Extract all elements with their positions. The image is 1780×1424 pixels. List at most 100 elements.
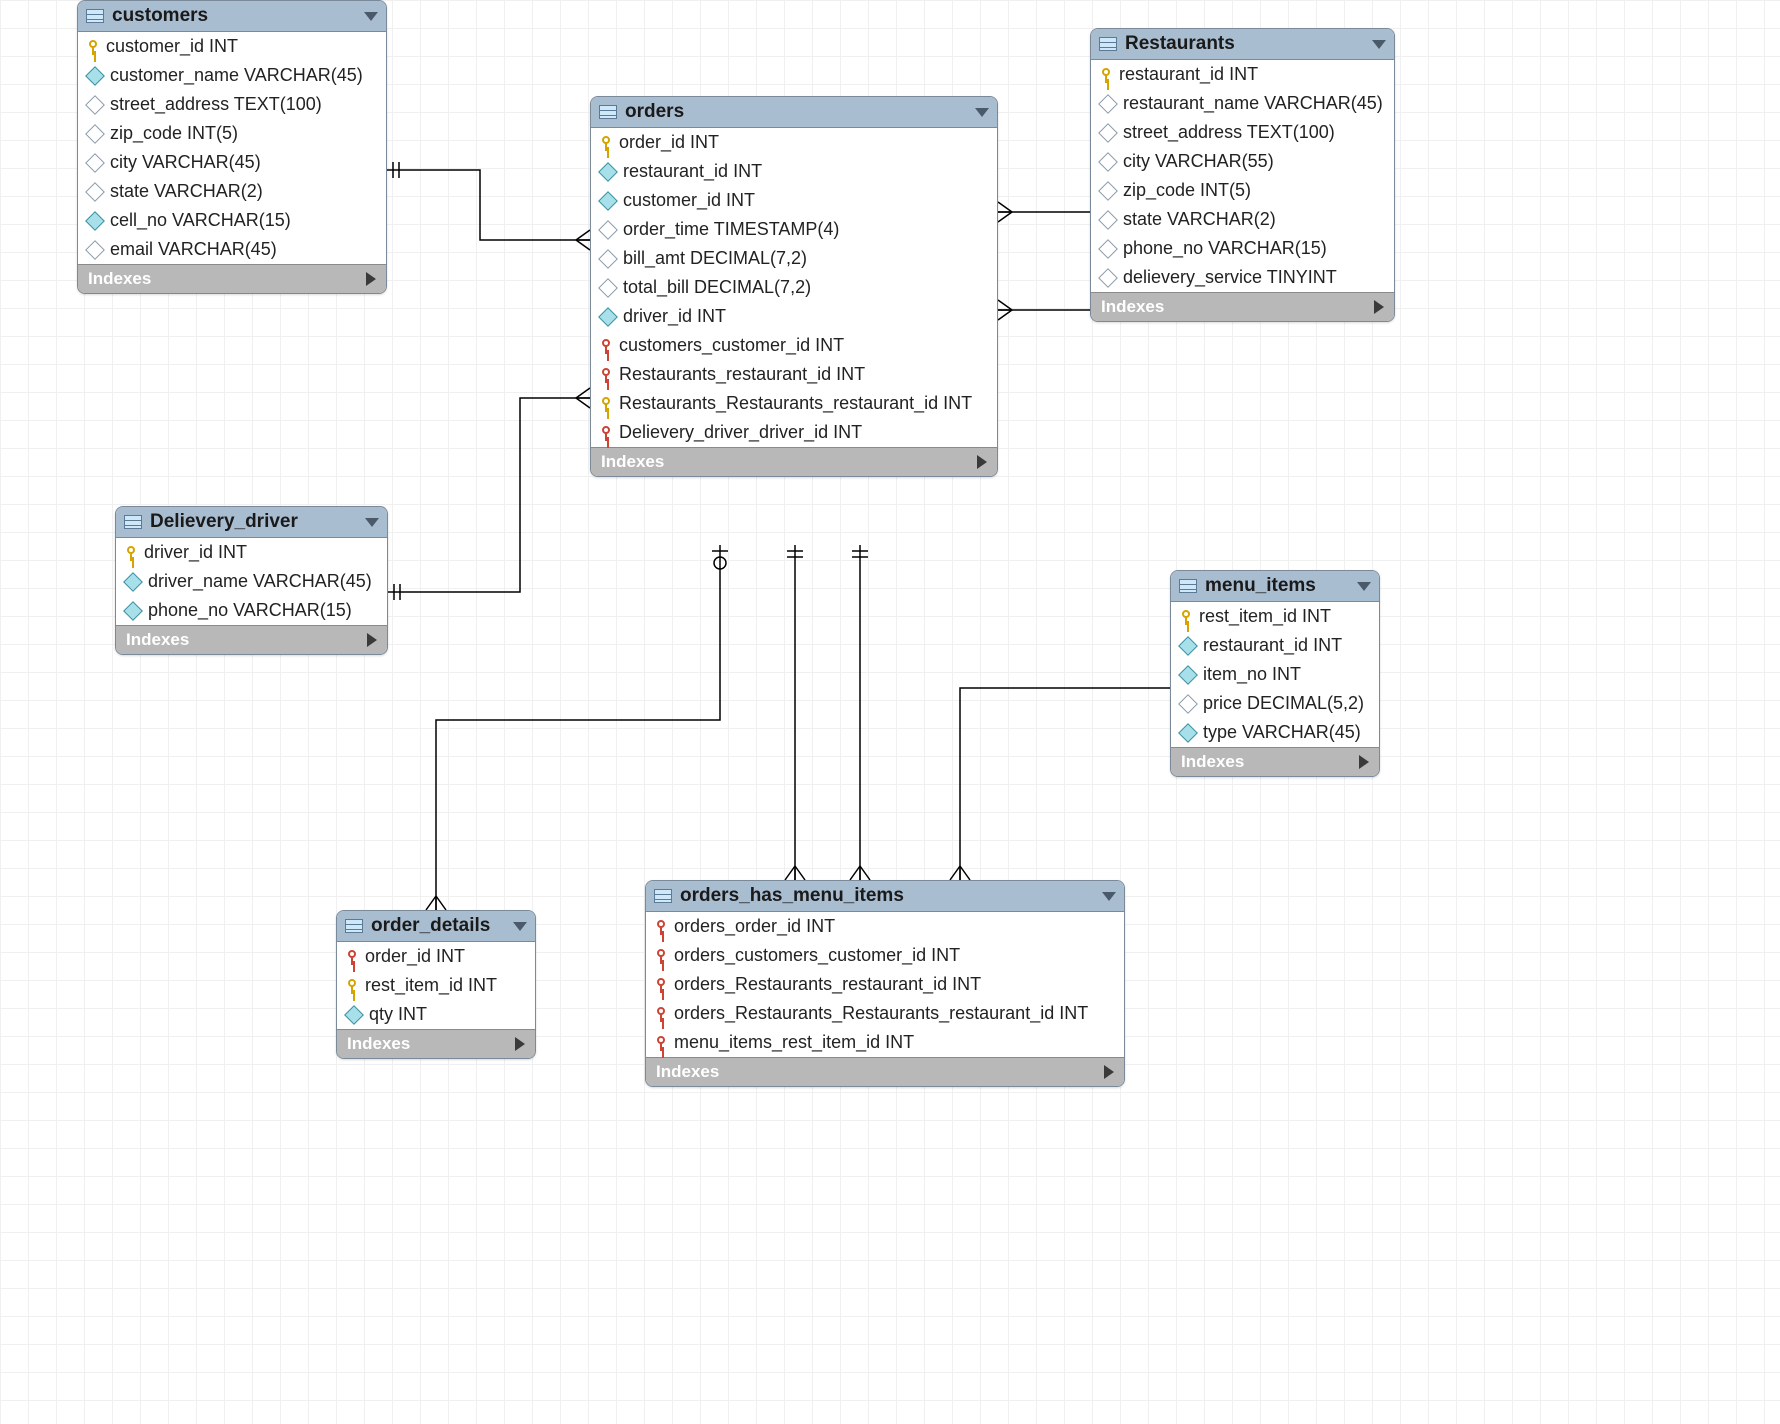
column-label: zip_code INT(5) — [1123, 180, 1251, 201]
indexes-section[interactable]: Indexes — [1171, 747, 1379, 776]
orders-to-ohmi-1 — [785, 545, 805, 880]
column-row[interactable]: rest_item_id INT — [337, 971, 535, 1000]
indexes-section[interactable]: Indexes — [116, 625, 387, 654]
column-row[interactable]: Restaurants_Restaurants_restaurant_id IN… — [591, 389, 997, 418]
collapse-icon[interactable] — [365, 518, 379, 527]
column-row[interactable]: menu_items_rest_item_id INT — [646, 1028, 1124, 1057]
collapse-icon[interactable] — [975, 108, 989, 117]
expand-icon[interactable] — [1374, 300, 1384, 314]
column-row[interactable]: qty INT — [337, 1000, 535, 1029]
column-row[interactable]: driver_id INT — [591, 302, 997, 331]
expand-icon[interactable] — [1359, 755, 1369, 769]
expand-icon[interactable] — [366, 272, 376, 286]
column-row[interactable]: order_time TIMESTAMP(4) — [591, 215, 997, 244]
column-row[interactable]: driver_id INT — [116, 538, 387, 567]
entity-header[interactable]: Restaurants — [1091, 29, 1394, 60]
expand-icon[interactable] — [367, 633, 377, 647]
column-row[interactable]: state VARCHAR(2) — [78, 177, 386, 206]
column-row[interactable]: restaurant_name VARCHAR(45) — [1091, 89, 1394, 118]
column-row[interactable]: order_id INT — [591, 128, 997, 157]
entity-header[interactable]: orders — [591, 97, 997, 128]
column-row[interactable]: city VARCHAR(55) — [1091, 147, 1394, 176]
indexes-section[interactable]: Indexes — [337, 1029, 535, 1058]
column-row[interactable]: item_no INT — [1171, 660, 1379, 689]
expand-icon[interactable] — [1104, 1065, 1114, 1079]
column-nullable-icon — [1098, 181, 1118, 201]
column-row[interactable]: orders_customers_customer_id INT — [646, 941, 1124, 970]
column-row[interactable]: orders_Restaurants_restaurant_id INT — [646, 970, 1124, 999]
column-label: delievery_service TINYINT — [1123, 267, 1337, 288]
column-row[interactable]: zip_code INT(5) — [1091, 176, 1394, 205]
column-label: order_id INT — [619, 132, 719, 153]
column-row[interactable]: customer_name VARCHAR(45) — [78, 61, 386, 90]
column-label: cell_no VARCHAR(15) — [110, 210, 291, 231]
column-label: order_time TIMESTAMP(4) — [623, 219, 839, 240]
column-row[interactable]: street_address TEXT(100) — [1091, 118, 1394, 147]
collapse-icon[interactable] — [513, 922, 527, 931]
column-row[interactable]: price DECIMAL(5,2) — [1171, 689, 1379, 718]
column-row[interactable]: Restaurants_restaurant_id INT — [591, 360, 997, 389]
column-row[interactable]: customer_id INT — [78, 32, 386, 61]
column-row[interactable]: orders_Restaurants_Restaurants_restauran… — [646, 999, 1124, 1028]
indexes-section[interactable]: Indexes — [1091, 292, 1394, 321]
entity-orders_has_menu_items[interactable]: orders_has_menu_items orders_order_id INT… — [645, 880, 1125, 1087]
collapse-icon[interactable] — [1357, 582, 1371, 591]
indexes-section[interactable]: Indexes — [78, 264, 386, 293]
column-row[interactable]: bill_amt DECIMAL(7,2) — [591, 244, 997, 273]
column-label: price DECIMAL(5,2) — [1203, 693, 1364, 714]
column-row[interactable]: restaurant_id INT — [1171, 631, 1379, 660]
collapse-icon[interactable] — [1102, 892, 1116, 901]
column-label: state VARCHAR(2) — [1123, 209, 1276, 230]
entity-header[interactable]: Delievery_driver — [116, 507, 387, 538]
column-row[interactable]: customer_id INT — [591, 186, 997, 215]
column-label: orders_customers_customer_id INT — [674, 945, 960, 966]
indexes-section[interactable]: Indexes — [646, 1057, 1124, 1086]
collapse-icon[interactable] — [1372, 40, 1386, 49]
entity-header[interactable]: menu_items — [1171, 571, 1379, 602]
table-icon — [599, 105, 617, 119]
column-row[interactable]: orders_order_id INT — [646, 912, 1124, 941]
entity-header[interactable]: order_details — [337, 911, 535, 942]
entity-title: orders_has_menu_items — [680, 885, 904, 907]
column-row[interactable]: driver_name VARCHAR(45) — [116, 567, 387, 596]
collapse-icon[interactable] — [364, 12, 378, 21]
column-row[interactable]: city VARCHAR(45) — [78, 148, 386, 177]
column-row[interactable]: total_bill DECIMAL(7,2) — [591, 273, 997, 302]
expand-icon[interactable] — [515, 1037, 525, 1051]
column-label: order_id INT — [365, 946, 465, 967]
entity-restaurants[interactable]: Restaurantsrestaurant_id INTrestaurant_n… — [1090, 28, 1395, 322]
column-row[interactable]: Delievery_driver_driver_id INT — [591, 418, 997, 447]
entity-title: Delievery_driver — [150, 511, 298, 533]
indexes-label: Indexes — [88, 269, 151, 289]
primary-key-icon — [347, 979, 357, 993]
column-row[interactable]: street_address TEXT(100) — [78, 90, 386, 119]
column-row[interactable]: phone_no VARCHAR(15) — [1091, 234, 1394, 263]
entity-orders[interactable]: ordersorder_id INTrestaurant_id INTcusto… — [590, 96, 998, 477]
primary-key-icon — [601, 136, 611, 150]
expand-icon[interactable] — [977, 455, 987, 469]
entity-customers[interactable]: customerscustomer_id INTcustomer_name VA… — [77, 0, 387, 294]
column-row[interactable]: cell_no VARCHAR(15) — [78, 206, 386, 235]
column-row[interactable]: restaurant_id INT — [1091, 60, 1394, 89]
column-row[interactable]: rest_item_id INT — [1171, 602, 1379, 631]
menu_items-to-ohmi — [950, 680, 1182, 880]
column-row[interactable]: state VARCHAR(2) — [1091, 205, 1394, 234]
column-row[interactable]: zip_code INT(5) — [78, 119, 386, 148]
column-row[interactable]: phone_no VARCHAR(15) — [116, 596, 387, 625]
entity-delievery_driver[interactable]: Delievery_driver driver_id INTdriver_name… — [115, 506, 388, 655]
column-row[interactable]: email VARCHAR(45) — [78, 235, 386, 264]
table-icon — [1179, 579, 1197, 593]
column-row[interactable]: customers_customer_id INT — [591, 331, 997, 360]
column-row[interactable]: restaurant_id INT — [591, 157, 997, 186]
column-row[interactable]: order_id INT — [337, 942, 535, 971]
column-row[interactable]: type VARCHAR(45) — [1171, 718, 1379, 747]
entity-menu_items[interactable]: menu_itemsrest_item_id INTrestaurant_id … — [1170, 570, 1380, 777]
column-nullable-icon — [1098, 94, 1118, 114]
entity-order_details[interactable]: order_details order_id INT rest_item_id IN… — [336, 910, 536, 1059]
column-label: phone_no VARCHAR(15) — [1123, 238, 1327, 259]
entity-header[interactable]: customers — [78, 1, 386, 32]
primary-key-icon — [88, 40, 98, 54]
entity-header[interactable]: orders_has_menu_items — [646, 881, 1124, 912]
column-row[interactable]: delievery_service TINYINT — [1091, 263, 1394, 292]
indexes-section[interactable]: Indexes — [591, 447, 997, 476]
